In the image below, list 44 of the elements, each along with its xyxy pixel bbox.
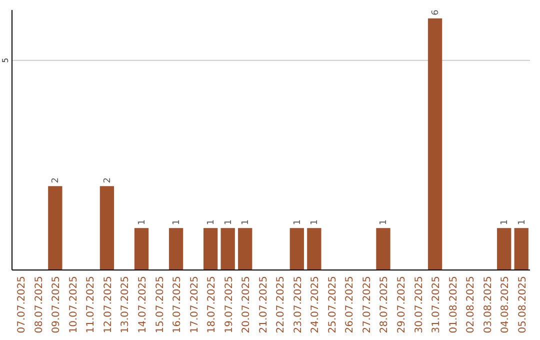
x-tick-label: 02.08.2025 [466,276,477,334]
x-tick-label: 23.07.2025 [292,276,304,334]
data-label: 1 [138,219,148,226]
data-label: 2 [51,177,62,184]
y-tick-label: 5 [1,58,10,63]
x-tick-label: 16.07.2025 [172,276,184,334]
x-tick-label: 30.07.2025 [414,276,425,334]
x-tick-label: 15.07.2025 [154,276,166,334]
x-tick-label: 04.08.2025 [500,276,512,334]
x-tick-label: 14.07.2025 [138,276,148,334]
x-tick-label: 10.07.2025 [68,276,80,334]
x-tick-label: 07.07.2025 [16,276,28,334]
x-tick-label: 05.08.2025 [517,276,528,334]
x-tick-label: 18.07.2025 [206,276,218,334]
data-label: 1 [517,219,528,226]
x-tick-label: 28.07.2025 [379,276,390,334]
x-tick-label: 11.07.2025 [86,276,97,334]
x-tick-label: 22.07.2025 [276,276,287,334]
x-tick-label: 21.07.2025 [258,276,270,334]
x-tick-label: 20.07.2025 [241,276,252,334]
x-tick-label: 26.07.2025 [344,276,356,334]
x-tick-label: 08.07.2025 [34,276,45,334]
x-tick-label: 03.08.2025 [482,276,494,334]
x-tick-label: 31.07.2025 [431,276,442,334]
data-label: 1 [292,219,303,226]
x-tick-label: 13.07.2025 [120,276,132,334]
x-tick-label: 12.07.2025 [102,276,114,334]
x-tick-label: 27.07.2025 [362,276,373,334]
data-label: 1 [241,219,252,226]
data-label: 1 [172,219,182,226]
data-label: 2 [102,177,113,184]
data-label: 1 [310,219,320,226]
x-tick-label: 17.07.2025 [189,276,200,334]
data-label: 1 [224,219,234,226]
x-tick-label: 25.07.2025 [327,276,338,334]
x-tick-label: 19.07.2025 [224,276,235,334]
x-tick-label: 01.08.2025 [448,276,460,334]
data-label: 1 [206,219,217,226]
data-label: 1 [379,219,390,226]
x-tick-label: 29.07.2025 [396,276,408,334]
x-tick-label: 09.07.2025 [51,276,62,334]
data-label: 1 [500,219,510,226]
data-label: 6 [431,9,442,16]
x-tick-label: 24.07.2025 [310,276,322,334]
